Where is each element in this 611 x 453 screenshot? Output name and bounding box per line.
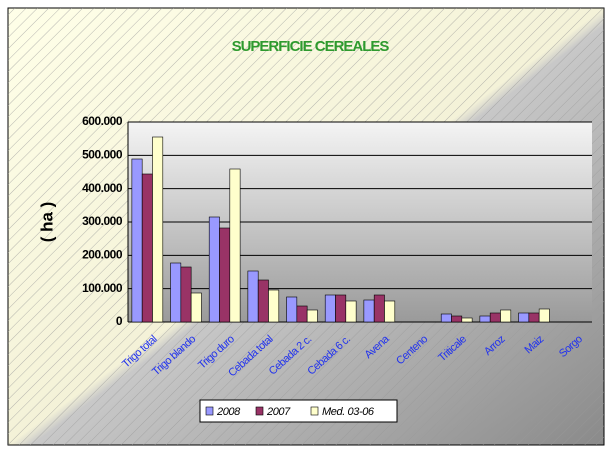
legend-swatch xyxy=(255,406,264,416)
bar xyxy=(170,262,182,323)
y-tick-label: 400.000 xyxy=(82,181,123,195)
bar xyxy=(219,227,231,323)
bar xyxy=(479,315,491,323)
y-axis-label: ( ha ) xyxy=(37,202,56,243)
bar xyxy=(528,312,540,323)
y-tick-label: 500.000 xyxy=(82,148,123,162)
bar xyxy=(461,317,473,323)
y-tick-label: 200.000 xyxy=(82,248,123,262)
bar xyxy=(384,300,396,323)
bar xyxy=(335,294,347,323)
bar xyxy=(538,308,550,323)
legend-label: 2008 xyxy=(216,406,241,418)
y-tick-label: 0 xyxy=(116,314,123,328)
bar xyxy=(518,312,530,323)
bar xyxy=(208,216,220,323)
legend-label: 2007 xyxy=(266,406,291,418)
bar xyxy=(152,136,164,323)
bar xyxy=(363,299,375,323)
bar xyxy=(489,312,501,323)
bar xyxy=(268,289,280,323)
legend-box xyxy=(199,399,398,423)
bar xyxy=(296,305,308,323)
legend-label: Med. 03-06 xyxy=(322,406,375,418)
legend-swatch xyxy=(310,406,319,416)
bar xyxy=(229,168,241,323)
y-tick-label: 100.000 xyxy=(82,281,123,295)
legend-swatch xyxy=(205,406,214,416)
bar xyxy=(440,313,452,323)
bar xyxy=(373,294,385,323)
legend: 2008 2007 Med. 03-06 xyxy=(199,399,398,423)
bar xyxy=(141,173,153,323)
bar xyxy=(306,309,318,323)
bar xyxy=(324,294,336,323)
bar xyxy=(451,315,463,323)
chart-title: SUPERFICIE CEREALES xyxy=(232,38,390,55)
bar xyxy=(345,300,357,323)
y-tick-label: 600.000 xyxy=(82,114,123,128)
bar xyxy=(180,266,192,323)
bar xyxy=(257,279,269,323)
bar xyxy=(131,158,143,323)
bar xyxy=(500,309,512,323)
bar xyxy=(247,270,259,323)
bar xyxy=(190,292,202,323)
y-tick-label: 300.000 xyxy=(82,214,123,228)
bar xyxy=(286,296,298,323)
